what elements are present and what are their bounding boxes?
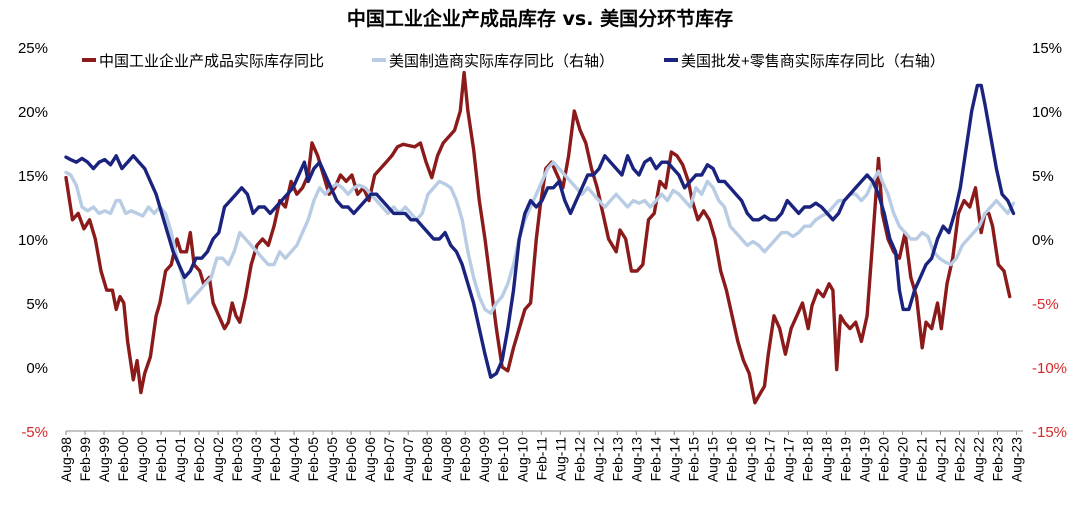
right-axis-tick-label: 10% [1032, 104, 1062, 121]
x-axis-tick-label: Feb-18 [799, 437, 815, 482]
legend-label: 美国批发+零售商实际库存同比（右轴） [681, 53, 945, 70]
x-axis-tick-label: Aug-22 [971, 437, 987, 482]
right-axis-tick-label: 0% [1032, 232, 1054, 249]
x-axis-tick-label: Aug-98 [58, 437, 74, 482]
x-axis-tick-label: Aug-06 [362, 437, 378, 482]
x-axis-tick-label: Feb-09 [457, 437, 473, 482]
x-axis-tick-label: Feb-99 [77, 437, 93, 482]
x-axis-tick-label: Aug-12 [590, 437, 606, 482]
x-axis-tick-label: Feb-02 [191, 437, 207, 482]
x-axis-tick-label: Feb-12 [571, 437, 587, 482]
x-axis-tick-label: Feb-21 [913, 437, 929, 482]
x-axis-tick-label: Aug-17 [780, 437, 796, 482]
x-axis-tick-label: Feb-06 [343, 437, 359, 482]
x-axis-tick-label: Feb-16 [723, 437, 739, 482]
left-axis-tick-label: 0% [26, 360, 48, 377]
left-axis-tick-label: -5% [21, 424, 48, 441]
left-axis-tick-label: 15% [18, 168, 48, 185]
legend-label: 美国制造商实际库存同比（右轴） [389, 53, 614, 70]
legend-label: 中国工业企业产成品实际库存同比 [99, 52, 324, 70]
x-axis-tick-label: Aug-14 [666, 437, 682, 482]
x-axis-tick-label: Aug-11 [552, 437, 568, 481]
x-axis-tick-label: Aug-05 [324, 437, 340, 482]
series-line-us-wholesale-retail [64, 83, 1016, 379]
x-axis-tick-label: Aug-07 [400, 437, 416, 482]
x-axis-tick-label: Aug-20 [894, 437, 910, 482]
right-axis-tick-label: -5% [1032, 296, 1059, 313]
x-axis-tick-label: Aug-15 [704, 437, 720, 482]
x-axis-tick-label: Aug-02 [210, 437, 226, 482]
x-axis-tick-label: Aug-21 [932, 437, 948, 482]
x-axis-tick-label: Aug-03 [248, 437, 264, 482]
x-axis-tick-label: Aug-18 [818, 437, 834, 482]
x-axis-tick-label: Aug-19 [856, 437, 872, 482]
x-axis-tick-label: Feb-01 [153, 437, 169, 482]
left-axis-tick-label: 25% [18, 40, 48, 57]
x-axis-tick-label: Feb-10 [495, 437, 511, 482]
x-axis-tick-label: Feb-00 [115, 437, 131, 482]
left-axis-tick-label: 10% [18, 232, 48, 249]
x-axis-tick-label: Feb-23 [990, 437, 1006, 482]
x-axis-tick-label: Feb-15 [685, 437, 701, 482]
x-axis-tick-label: Aug-99 [96, 437, 112, 482]
chart-title: 中国工业企业产成品库存 vs. 美国分环节库存 [346, 8, 734, 30]
x-axis-tick-label: Feb-11 [533, 437, 549, 481]
x-axis-tick-label: Feb-07 [381, 437, 397, 482]
x-axis-tick-label: Feb-17 [761, 437, 777, 482]
right-axis-tick-label: 15% [1032, 40, 1062, 57]
left-axis-tick-label: 20% [18, 104, 48, 121]
x-axis-tick-label: Feb-05 [305, 437, 321, 482]
right-axis-tick-label: 5% [1032, 168, 1054, 185]
x-axis-tick-label: Aug-09 [476, 437, 492, 482]
x-axis-tick-label: Feb-13 [609, 437, 625, 482]
x-axis-tick-label: Aug-08 [438, 437, 454, 482]
x-axis-tick-label: Feb-03 [229, 437, 245, 482]
series-line-us-manufacturers [64, 160, 1016, 315]
x-axis-tick-label: Feb-20 [875, 437, 891, 482]
series-line-china-inventory [64, 70, 1012, 405]
x-axis-tick-label: Feb-14 [647, 437, 663, 482]
x-axis-tick-label: Feb-04 [267, 437, 283, 482]
x-axis-tick-label: Aug-16 [742, 437, 758, 482]
x-axis-tick-label: Aug-00 [134, 437, 150, 482]
right-axis-tick-label: -15% [1032, 424, 1067, 441]
x-axis-tick-label: Aug-23 [1009, 437, 1025, 482]
x-axis-tick-label: Feb-08 [419, 437, 435, 482]
x-axis-tick-label: Aug-01 [172, 437, 188, 482]
x-axis-tick-label: Aug-13 [628, 437, 644, 482]
right-axis-tick-label: -10% [1032, 360, 1067, 377]
x-axis-tick-label: Feb-19 [837, 437, 853, 482]
x-axis-tick-label: Aug-04 [286, 437, 302, 482]
x-axis-tick-label: Feb-22 [952, 437, 968, 482]
x-axis-tick-label: Aug-10 [514, 437, 530, 482]
left-axis-tick-label: 5% [26, 296, 48, 313]
